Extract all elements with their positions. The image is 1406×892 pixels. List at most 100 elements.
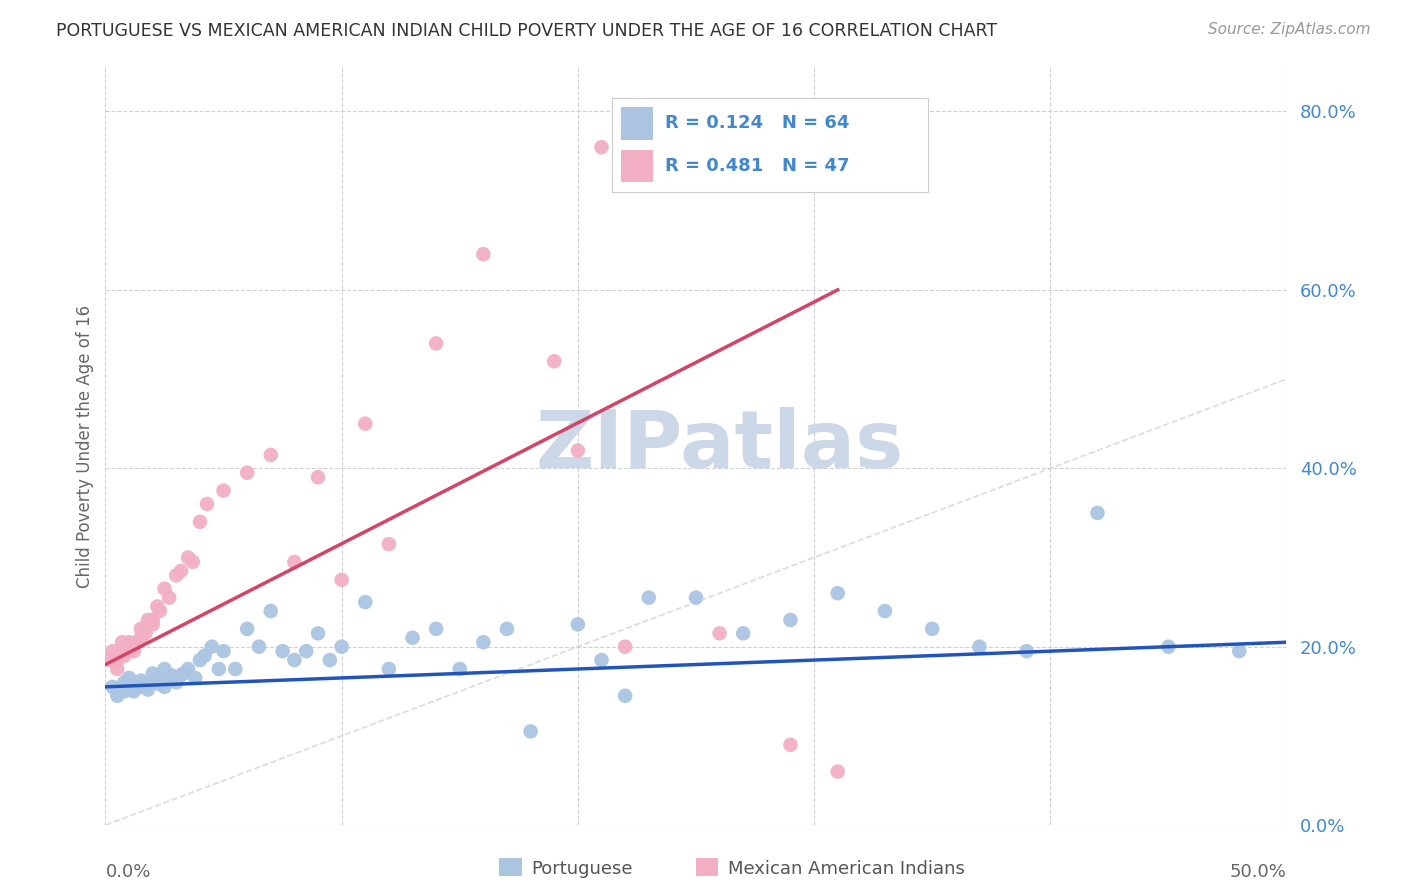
Point [378,537,401,551]
Point [496,622,519,636]
Point [425,622,447,636]
Text: ZIPatlas: ZIPatlas [536,407,904,485]
Point [194,648,217,663]
Point [165,671,187,685]
Point [472,247,495,261]
Point [122,644,145,658]
Point [260,448,283,462]
Point [112,648,135,663]
Point [129,673,152,688]
Point [567,443,589,458]
Point [307,470,329,484]
Point [637,591,659,605]
Point [146,673,169,688]
Point [685,591,707,605]
Point [354,417,377,431]
Point [153,662,176,676]
Point [125,680,148,694]
Point [149,677,172,691]
Point [661,145,683,159]
Point [591,653,613,667]
Point [354,595,377,609]
Point [111,635,134,649]
Text: 50.0%: 50.0% [1230,863,1286,881]
Point [98,653,121,667]
Point [378,662,401,676]
Point [118,671,141,685]
Text: Mexican American Indians: Mexican American Indians [728,860,965,878]
Point [177,550,200,565]
Point [201,640,224,654]
Point [135,677,157,691]
Point [614,640,637,654]
Point [425,336,447,351]
Point [195,497,218,511]
Point [105,689,128,703]
Point [1157,640,1180,654]
Point [969,640,991,654]
Point [136,682,159,697]
Point [129,680,152,694]
Y-axis label: Child Poverty Under the Age of 16: Child Poverty Under the Age of 16 [76,304,94,588]
Point [208,662,231,676]
Point [779,738,801,752]
Point [319,653,342,667]
Text: Source: ZipAtlas.com: Source: ZipAtlas.com [1208,22,1371,37]
Point [212,483,235,498]
Point [614,689,637,703]
Point [142,666,165,681]
Point [247,640,270,654]
Point [1087,506,1109,520]
Point [224,662,246,676]
Point [401,631,423,645]
Point [157,591,180,605]
Point [142,613,165,627]
Point [236,466,259,480]
Point [118,680,141,694]
Point [543,354,565,368]
Point [157,671,180,685]
Point [733,626,755,640]
Point [827,586,849,600]
Point [709,626,731,640]
Point [149,604,172,618]
Point [142,673,165,688]
Point [142,617,165,632]
Point [172,666,194,681]
Point [112,675,135,690]
Point [101,644,124,658]
Point [105,662,128,676]
Point [330,640,353,654]
Point [188,653,211,667]
Point [271,644,294,658]
Point [105,653,128,667]
Point [827,764,849,779]
Text: PORTUGUESE VS MEXICAN AMERICAN INDIAN CHILD POVERTY UNDER THE AGE OF 16 CORRELAT: PORTUGUESE VS MEXICAN AMERICAN INDIAN CH… [56,22,997,40]
Point [129,622,152,636]
Point [115,644,138,658]
Point [921,622,943,636]
Point [170,668,193,682]
Point [153,582,176,596]
Point [567,617,589,632]
Bar [621,108,652,140]
Text: Portuguese: Portuguese [531,860,633,878]
Point [449,662,471,676]
Point [112,684,135,698]
Point [146,599,169,614]
Point [283,555,305,569]
Point [165,568,187,582]
Point [108,648,131,663]
Point [136,613,159,627]
Text: 0.0%: 0.0% [105,863,150,881]
Point [472,635,495,649]
Point [118,644,141,658]
Text: R = 0.124   N = 64: R = 0.124 N = 64 [665,114,849,132]
Point [184,671,207,685]
Text: R = 0.481   N = 47: R = 0.481 N = 47 [665,157,849,175]
Point [170,564,193,578]
Point [101,680,124,694]
Point [135,626,157,640]
Point [519,724,541,739]
Point [779,613,801,627]
